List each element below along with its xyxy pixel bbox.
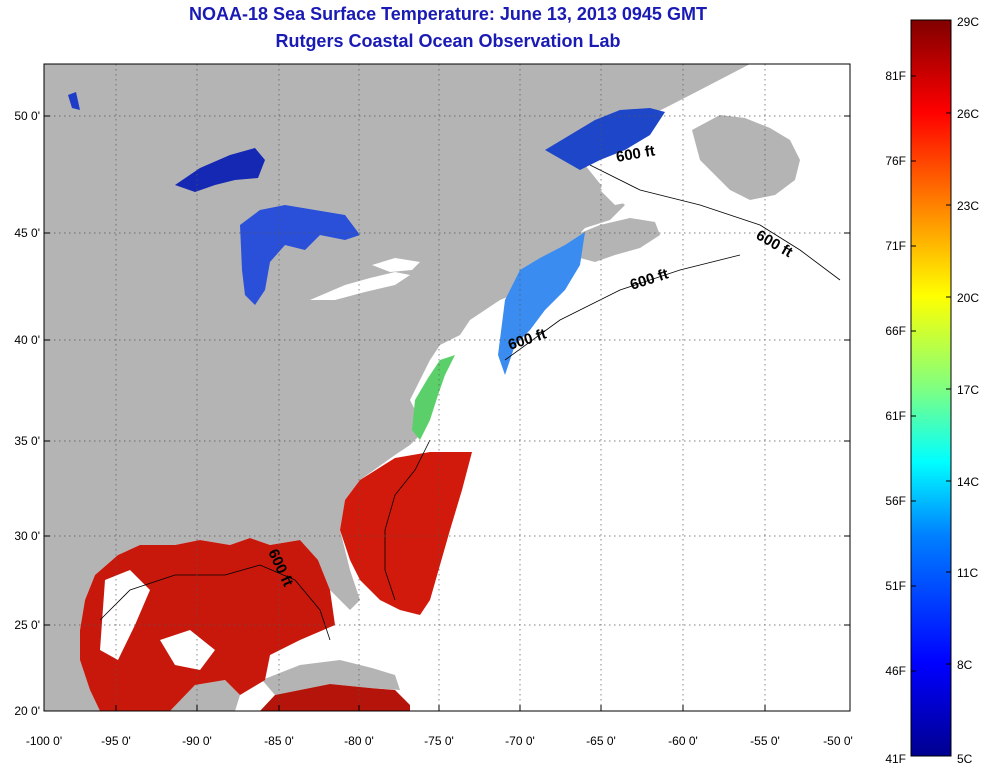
lat-tick-label: 30 0' [14,529,40,543]
map-title: NOAA-18 Sea Surface Temperature: June 13… [189,4,707,24]
lon-tick-label: -85 0' [264,734,294,748]
lon-tick-label: -100 0' [26,734,62,748]
lon-axis: -100 0' -95 0' -90 0' -85 0' -80 0' -75 … [26,705,853,748]
lake-michigan-huron [240,205,360,305]
sst-southeast-atlantic [340,452,472,615]
colorbar-celsius-label: 8C [957,658,973,672]
land-newfoundland [692,115,800,200]
colorbar-celsius-label: 26C [957,107,979,121]
colorbar-gradient [910,19,952,757]
map-frame [43,63,851,712]
colorbar: 29C 26C 23C 20C 17C 14C 11C 8C 5C 81F 76… [885,15,979,766]
sst-caribbean [260,684,410,711]
lake-superior [175,148,265,192]
lon-tick-label: -95 0' [101,734,131,748]
colorbar-fahrenheit-label: 56F [885,494,906,508]
lon-tick-label: -65 0' [586,734,616,748]
land-cuba [262,660,400,695]
colorbar-celsius-label: 14C [957,475,979,489]
sst-mid-atlantic [412,355,455,440]
isobath-600ft-southeast [384,439,431,601]
colorbar-celsius-label: 20C [957,291,979,305]
lon-tick-label: -55 0' [750,734,780,748]
lat-tick-label: 50 0' [14,109,40,123]
colorbar-fahrenheit-label: 66F [885,324,906,338]
colorbar-fahrenheit-label: 76F [885,154,906,168]
lon-tick-label: -75 0' [424,734,454,748]
lat-tick-label: 40 0' [14,333,40,347]
colorbar-fahrenheit-label: 81F [885,69,906,83]
isobath-600ft-shelf [504,254,741,361]
colorbar-celsius-label: 29C [957,15,979,29]
isobath-600ft-gulf [99,564,331,641]
lon-tick-label: -90 0' [182,734,212,748]
colorbar-celsius-label: 17C [957,383,979,397]
cloud-patch-gulf-2 [160,630,215,670]
cloud-patch-gulf [100,570,150,660]
land-yucatan [170,680,240,711]
land-north-america [44,64,750,711]
colorbar-fahrenheit-label: 61F [885,409,906,423]
colorbar-fahrenheit-label: 51F [885,579,906,593]
lon-tick-label: -80 0' [344,734,374,748]
land-nova-scotia [575,218,660,262]
lon-tick-label: -70 0' [505,734,535,748]
colorbar-fahrenheit-label: 71F [885,239,906,253]
colorbar-fahrenheit-label: 46F [885,664,906,678]
lon-tick-label: -60 0' [668,734,698,748]
lat-axis: 50 0' 45 0' 40 0' 35 0' 30 0' 25 0' 20 0… [14,109,850,718]
lat-tick-label: 25 0' [14,618,40,632]
lake-ontario [372,258,420,272]
lake-winnipeg [68,92,80,110]
map-subtitle: Rutgers Coastal Ocean Observation Lab [275,31,621,51]
lake-erie-ontario [310,272,410,300]
colorbar-fahrenheit-label: 41F [885,752,906,766]
colorbar-celsius-label: 5C [957,752,973,766]
contour-label-1: 600 ft [615,142,657,166]
lat-tick-label: 35 0' [14,434,40,448]
lat-tick-label: 20 0' [14,704,40,718]
colorbar-celsius-label: 11C [957,566,978,580]
lon-tick-label: -50 0' [823,734,853,748]
sst-gulf-of-mexico [80,538,335,711]
isobath-600ft-north [589,164,841,281]
colorbar-celsius-label: 23C [957,199,979,213]
sst-st-lawrence [545,108,665,170]
lat-tick-label: 45 0' [14,226,40,240]
